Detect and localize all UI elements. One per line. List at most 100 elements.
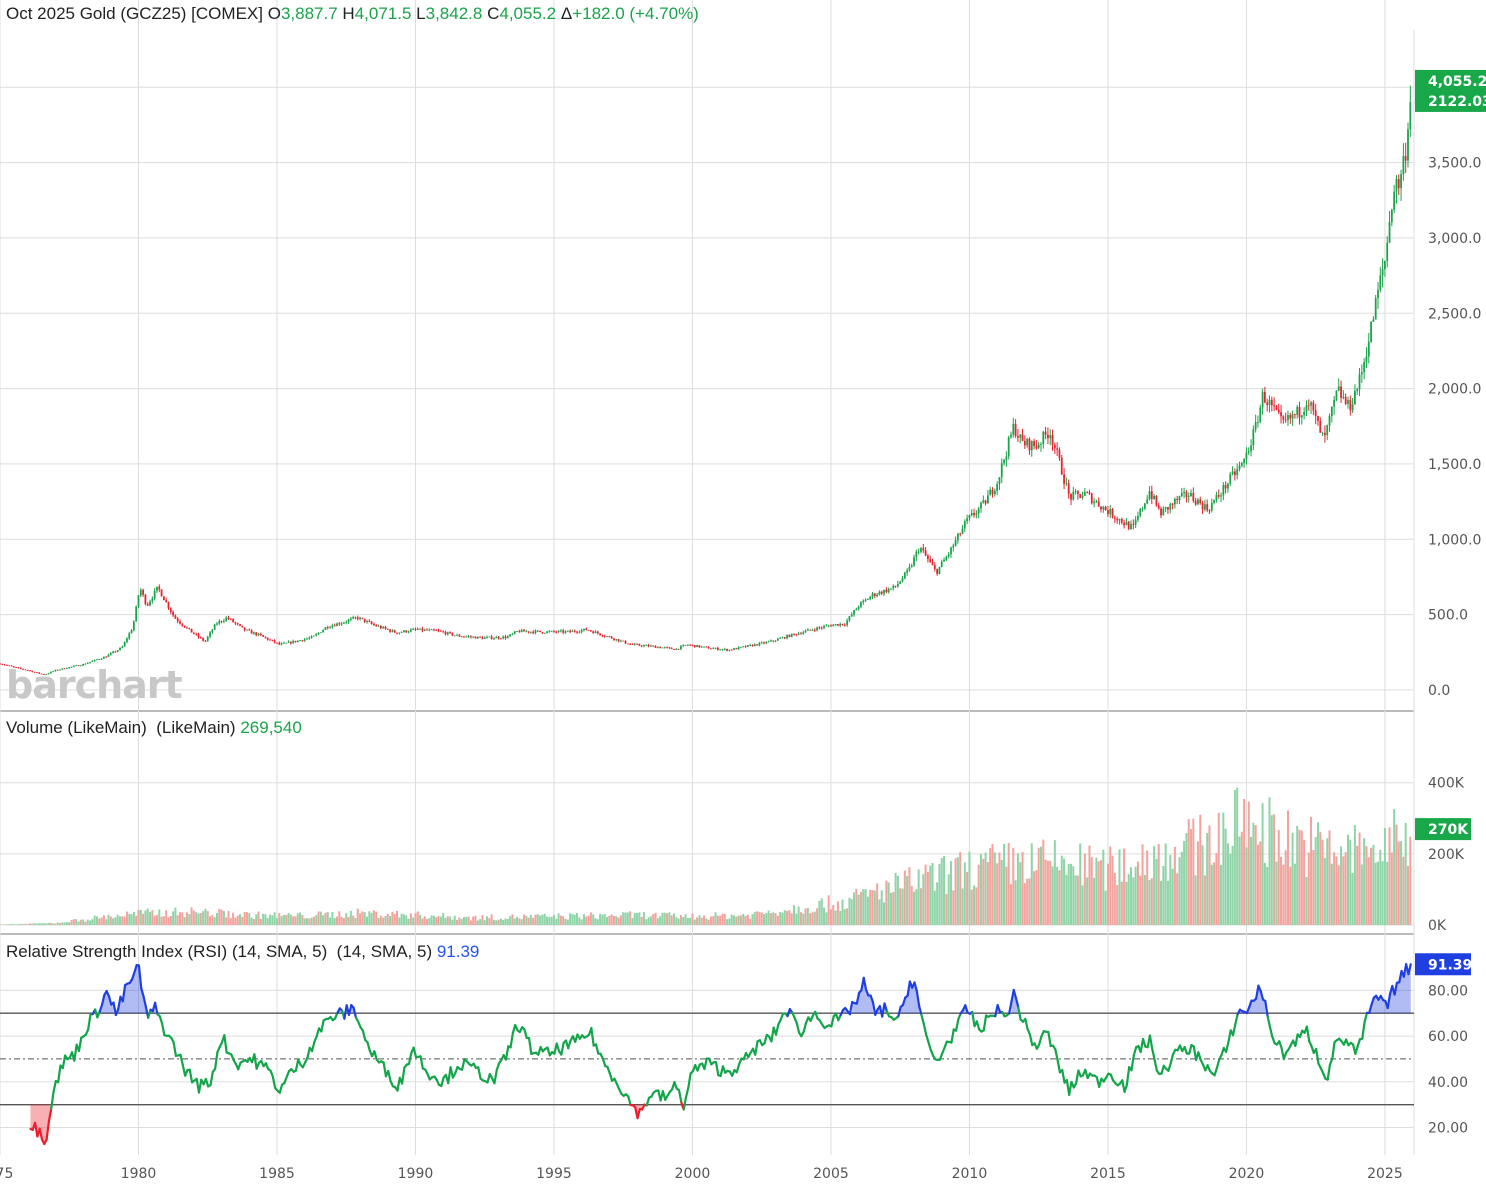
volume-bar (1245, 847, 1248, 925)
volume-bar (1180, 851, 1183, 925)
volume-bar (449, 916, 452, 925)
price-candle-body (368, 620, 371, 622)
price-candle-body (1123, 522, 1125, 526)
price-candle-body (1261, 391, 1264, 408)
price-candle-body (1395, 179, 1398, 192)
price-candle-body (1358, 374, 1361, 390)
price-candle-body (135, 606, 138, 622)
price-candle-body (453, 635, 456, 637)
volume-bar (926, 871, 929, 925)
price-candle-body (1169, 503, 1172, 510)
volume-bar (428, 918, 431, 925)
rsi-line-segment (703, 1057, 708, 1071)
volume-bar (947, 874, 950, 925)
rsi-line-segment (504, 1045, 510, 1061)
volume-bar (959, 852, 962, 925)
price-candle-body (806, 629, 809, 631)
rsi-line-segment (495, 1062, 501, 1072)
price-candle-body (691, 645, 694, 646)
volume-bar (829, 909, 832, 925)
price-candle-body (993, 490, 996, 495)
rsi-line-segment (1028, 1033, 1034, 1047)
price-candle-body (1014, 423, 1017, 437)
volume-bar (763, 914, 766, 925)
price-candle-body (696, 645, 698, 648)
price-candle-body (1229, 474, 1232, 484)
price-candle-body (1384, 260, 1386, 270)
volume-bar (509, 916, 512, 925)
volume-bar (668, 912, 671, 925)
volume-bar (492, 919, 495, 925)
last-rsi-badge-bg (1415, 953, 1471, 976)
volume-bar (961, 888, 964, 925)
volume-bar (991, 844, 994, 925)
volume-bar (453, 915, 456, 925)
price-candle-body (589, 630, 592, 632)
volume-bar (1346, 834, 1349, 925)
volume-bar (735, 916, 738, 925)
price-tick-label: 2,500.0 (1428, 306, 1481, 322)
rsi-line-segment (1370, 996, 1375, 1006)
price-candle-body (160, 589, 163, 597)
price-candle-body (407, 631, 410, 633)
volume-bar (970, 889, 973, 925)
volume-bar (696, 917, 699, 925)
volume-bar (1187, 819, 1190, 925)
price-candle-body (703, 646, 705, 648)
volume-bar (546, 916, 549, 925)
price-candle-body (326, 627, 329, 629)
volume-bar (592, 914, 595, 925)
price-candle-body (749, 644, 752, 646)
price-candle-body (1321, 432, 1324, 434)
price-candle-body (830, 625, 832, 627)
rsi-line-segment (608, 1072, 614, 1082)
price-candle-body (1227, 483, 1229, 489)
volume-bar (190, 907, 193, 925)
volume-bar (185, 912, 188, 925)
volume-bar (857, 894, 860, 925)
rsi-line-segment (1130, 1054, 1135, 1072)
price-candle-body (933, 565, 936, 570)
price-candle-body (444, 632, 447, 635)
volume-bar (1342, 856, 1345, 925)
volume-bar (340, 916, 343, 925)
volume-bar (793, 905, 796, 925)
volume-bar (626, 912, 629, 925)
price-candle-body (781, 637, 784, 639)
price-candle-body (1404, 156, 1407, 161)
price-candle-body (315, 634, 318, 636)
volume-bar (670, 915, 673, 925)
price-candle-body (583, 628, 585, 631)
open-label: O (267, 4, 281, 23)
price-candle-body (562, 630, 565, 633)
rsi-line-segment (209, 1070, 214, 1087)
volume-bar (17, 924, 20, 925)
price-candle-body (730, 649, 733, 651)
price-candle-body (306, 638, 308, 640)
price-candle-body (269, 639, 271, 641)
price-candle-body (943, 559, 945, 562)
volume-bar (1289, 866, 1292, 925)
price-candle-body (347, 619, 350, 623)
price-candle-body (86, 662, 89, 664)
x-tick-label: 2010 (952, 1166, 988, 1182)
price-candle-body (308, 637, 311, 639)
price-candle-body (435, 630, 438, 632)
volume-bar (705, 918, 708, 925)
volume-bar (396, 910, 399, 925)
price-candle-body (243, 627, 246, 631)
price-candle-body (474, 636, 477, 639)
rsi-line-segment (918, 1004, 923, 1016)
volume-bar (391, 911, 394, 925)
price-candle-body (915, 551, 918, 558)
axis-labels: 975 1980 1985 1990 1995 2000 2005 2010 2015 2020 2… (0, 156, 1481, 1182)
price-candle-body (901, 578, 904, 582)
price-candle-body (479, 636, 482, 638)
rsi-line-segment (975, 1020, 981, 1031)
volume-bar (495, 920, 498, 925)
volume-bar (1310, 816, 1313, 925)
rsi-line-segment (100, 993, 106, 1006)
rsi-line-segment (1008, 1000, 1013, 1015)
price-candle-body (843, 624, 846, 626)
symbol-label: Oct 2025 Gold (GCZ25) [COMEX] (6, 4, 263, 23)
